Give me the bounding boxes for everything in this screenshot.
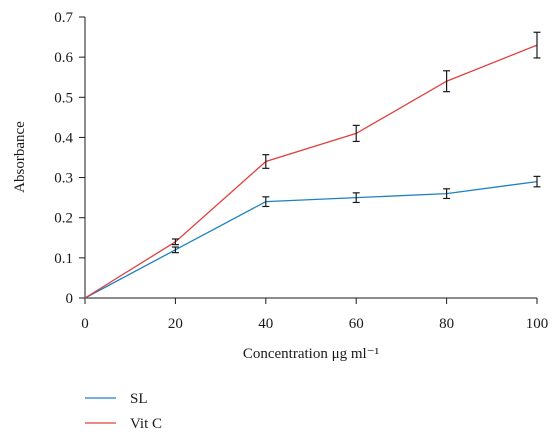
- legend: SL Vit C: [85, 391, 162, 432]
- legend-item: Vit C: [85, 416, 162, 432]
- error-bar: [443, 70, 451, 93]
- series-lines: [84, 44, 538, 299]
- y-tick-label: 0.6: [54, 50, 73, 66]
- series-line-sl: [84, 180, 538, 299]
- y-tick-label: 0.4: [54, 130, 73, 146]
- x-ticks: 0 20 40 60 80 100: [81, 298, 548, 332]
- legend-label: SL: [130, 391, 148, 407]
- error-bar: [352, 124, 360, 143]
- series-line-vit-c: [84, 44, 538, 299]
- error-bar: [352, 192, 360, 204]
- x-axis-title: Concentration μg ml⁻¹: [243, 346, 379, 362]
- x-tick-label: 40: [258, 316, 273, 332]
- x-tick-label: 20: [168, 316, 183, 332]
- error-bar: [443, 188, 451, 200]
- x-tick-label: 60: [349, 316, 364, 332]
- x-tick-label: 80: [439, 316, 454, 332]
- error-bar: [171, 238, 179, 246]
- y-tick-label: 0.7: [54, 10, 73, 26]
- y-ticks: 0 0.1 0.2 0.3 0.4 0.5 0.6 0.7: [54, 10, 85, 307]
- y-tick-label: 0.2: [54, 211, 73, 227]
- y-tick-label: 0: [66, 291, 74, 307]
- error-bar: [171, 246, 179, 254]
- y-tick-label: 0.3: [54, 171, 73, 187]
- y-tick-label: 0.1: [54, 251, 73, 267]
- x-tick-label: 100: [526, 316, 549, 332]
- error-bar: [533, 31, 541, 59]
- error-bars: [171, 31, 541, 254]
- y-tick-label: 0.5: [54, 90, 73, 106]
- axes: [84, 17, 537, 299]
- error-bar: [262, 196, 270, 208]
- x-tick-label: 0: [81, 316, 89, 332]
- y-axis-title: Absorbance: [12, 121, 28, 193]
- error-bar: [533, 175, 541, 188]
- error-bar: [262, 154, 270, 169]
- legend-item: SL: [85, 391, 148, 407]
- legend-label: Vit C: [130, 416, 162, 432]
